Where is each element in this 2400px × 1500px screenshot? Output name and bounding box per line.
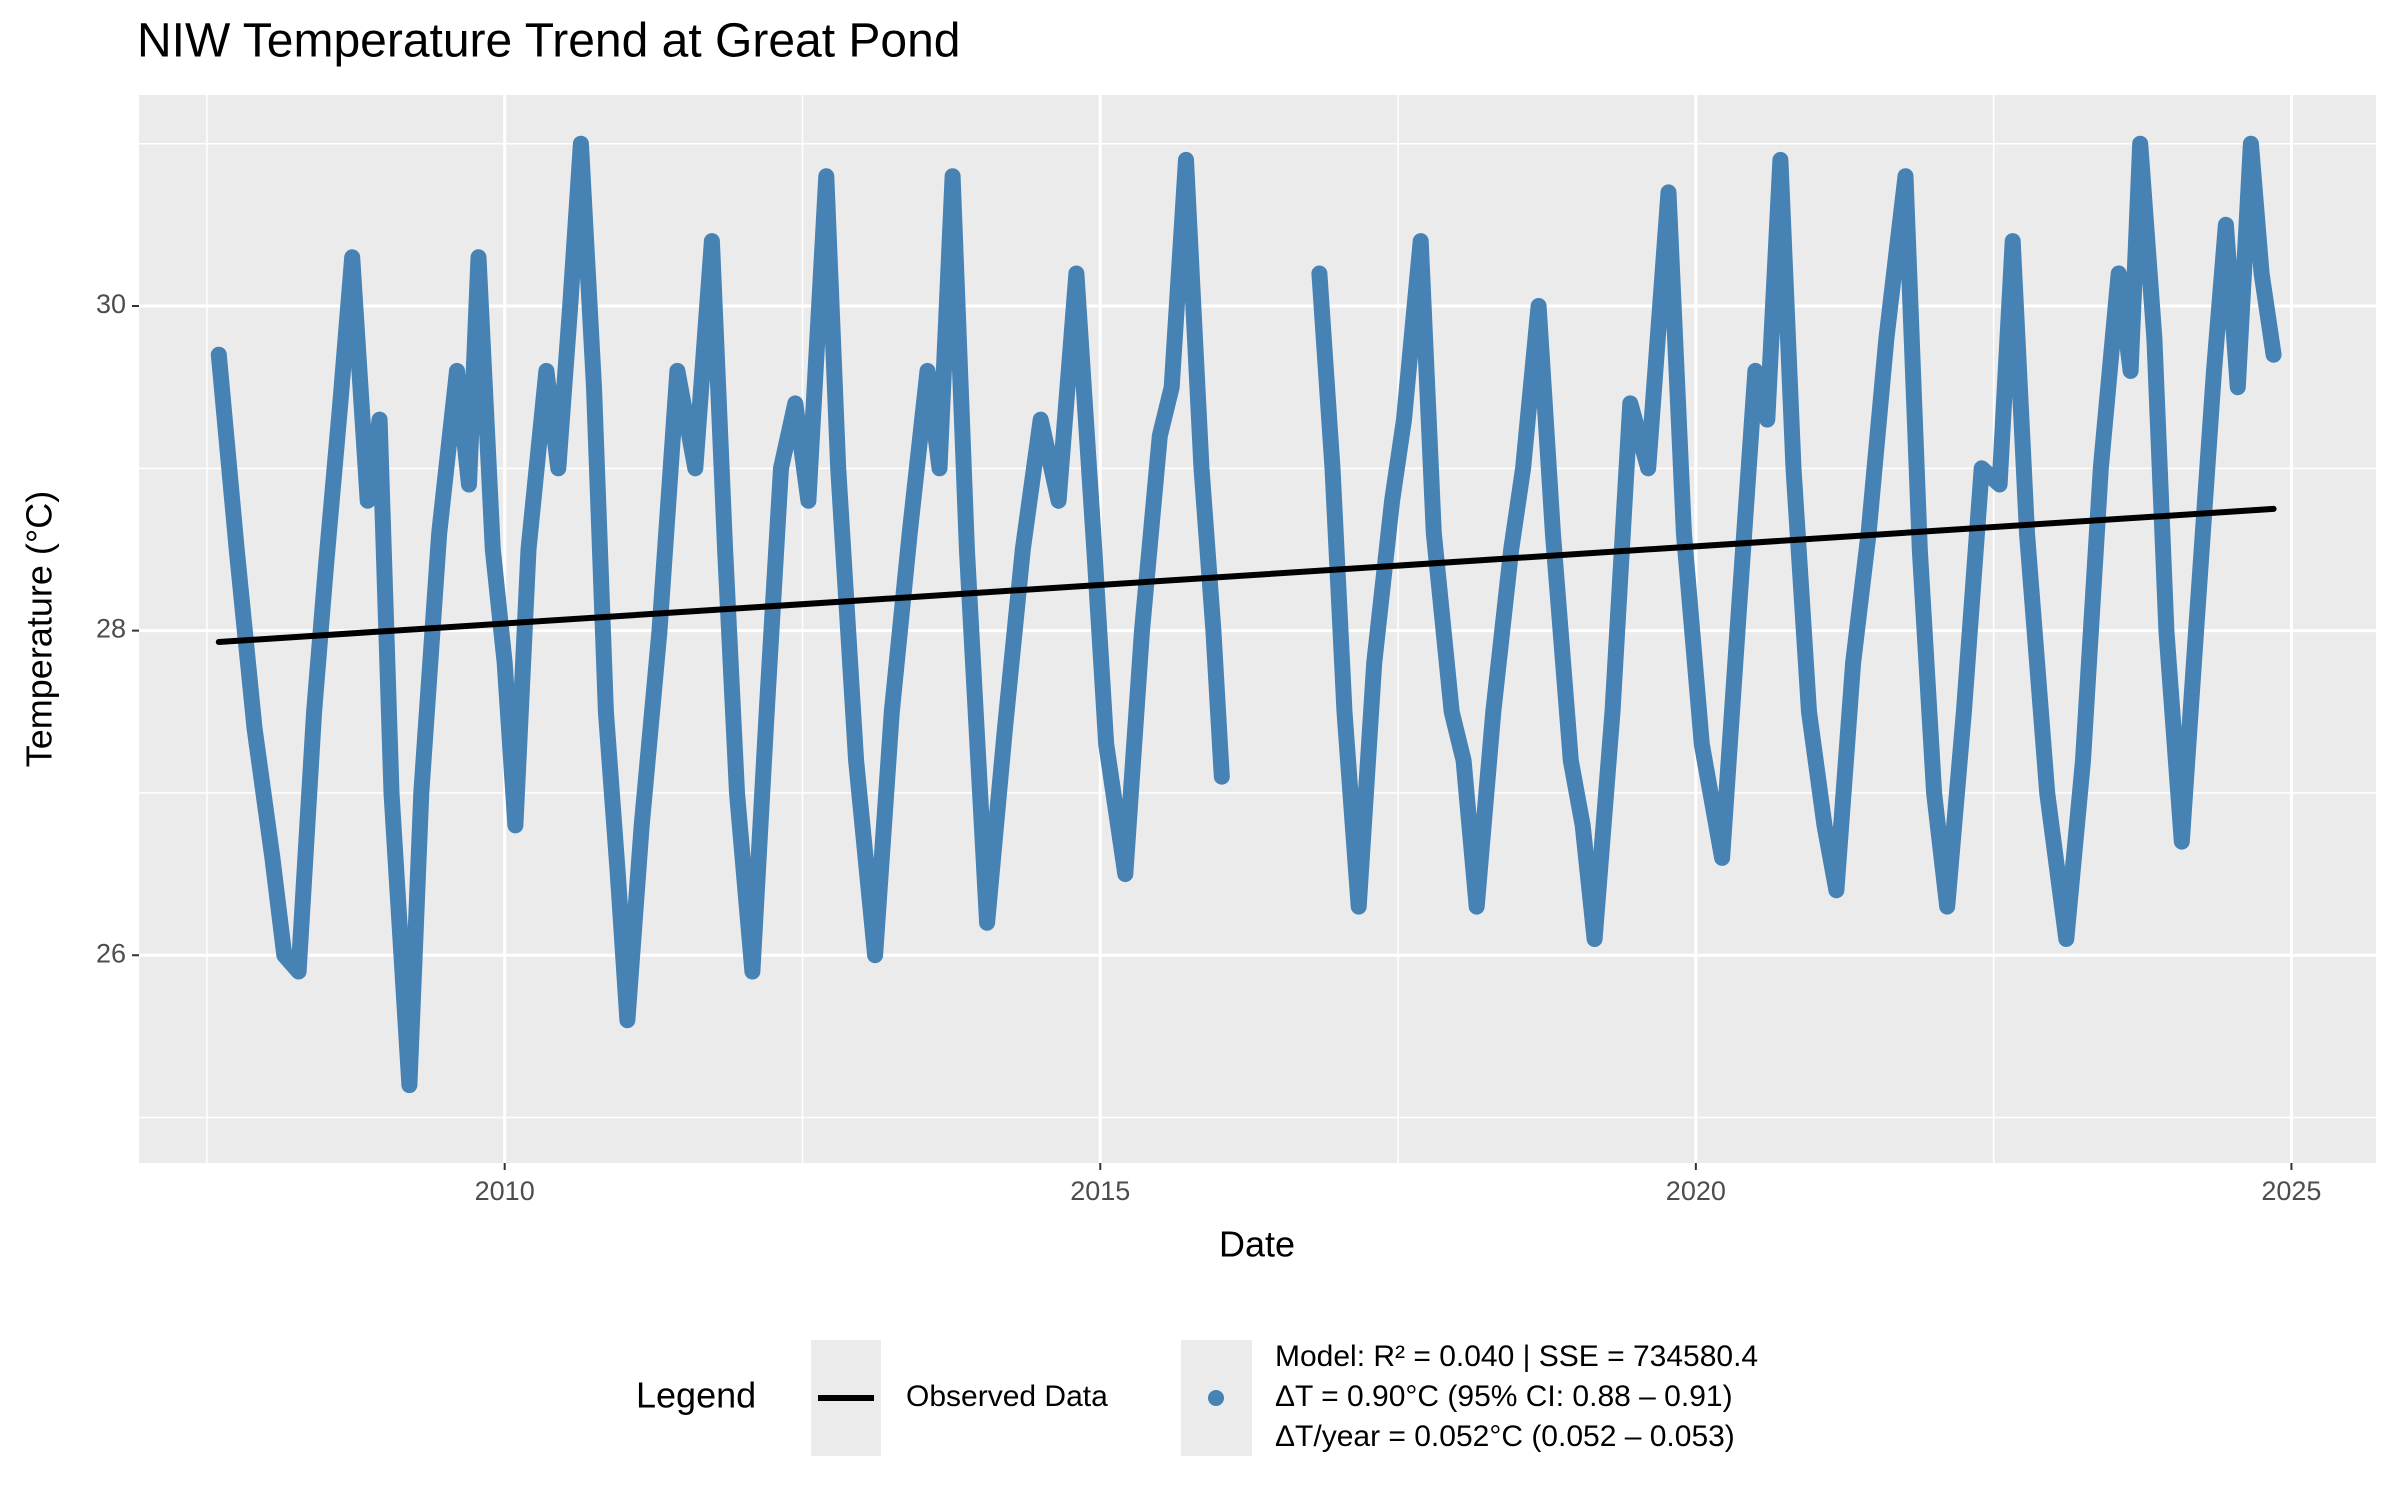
x-tick-label: 2025 bbox=[2261, 1176, 2321, 1206]
x-axis-title: Date bbox=[1219, 1224, 1295, 1265]
x-tick-label: 2010 bbox=[475, 1176, 535, 1206]
x-tick-label: 2020 bbox=[1666, 1176, 1726, 1206]
trend-line bbox=[215, 505, 2277, 645]
y-tick-label: 26 bbox=[96, 938, 126, 968]
legend-title: Legend bbox=[636, 1375, 756, 1416]
legend-label: ΔT = 0.90°C (95% CI: 0.88 – 0.91) bbox=[1275, 1380, 1733, 1413]
chart-title: NIW Temperature Trend at Great Pond bbox=[137, 15, 961, 68]
legend-label: ΔT/year = 0.052°C (0.052 – 0.053) bbox=[1275, 1420, 1735, 1453]
x-tick-label: 2015 bbox=[1070, 1176, 1130, 1206]
legend-label: Observed Data bbox=[906, 1380, 1108, 1413]
y-axis-title: Temperature (°C) bbox=[19, 491, 60, 767]
y-tick-label: 28 bbox=[96, 614, 126, 644]
legend-label: Model: R² = 0.040 | SSE = 734580.4 bbox=[1275, 1340, 1758, 1373]
legend-symbol bbox=[1208, 1390, 1224, 1406]
y-tick-label: 30 bbox=[96, 289, 126, 319]
observed-points bbox=[210, 135, 2282, 1094]
